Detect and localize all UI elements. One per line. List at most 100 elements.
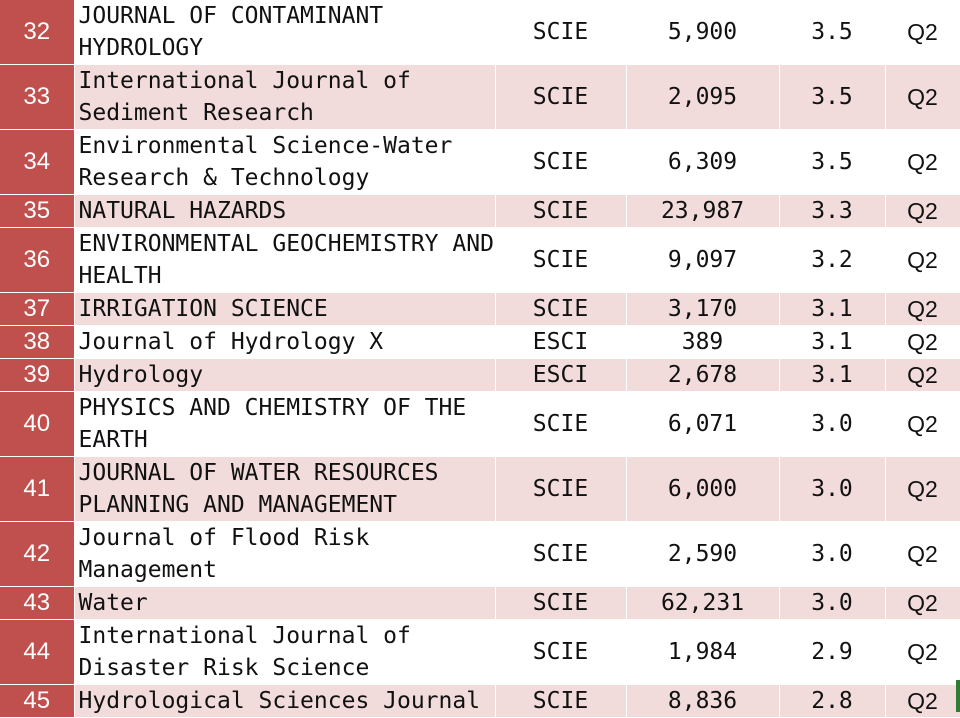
impact-factor: 3.1 [779,292,886,326]
rank-number: 45 [0,684,75,718]
index-type: SCIE [495,129,627,195]
rank-number: 41 [0,456,75,522]
journal-name: NATURAL HAZARDS [74,194,496,228]
rank-number: 36 [0,227,75,293]
journal-name: PHYSICS AND CHEMISTRY OF THE EARTH [74,391,496,457]
impact-factor: 3.5 [779,64,886,130]
edge-mark [956,680,960,712]
table-row: 41 JOURNAL OF WATER RESOURCES PLANNING A… [0,456,960,522]
journal-name: JOURNAL OF CONTAMINANT HYDROLOGY [74,0,496,65]
table-row: 38 Journal of Hydrology X ESCI 389 3.1 Q… [0,325,960,359]
index-type: SCIE [495,0,627,65]
quartile: Q2 [885,586,960,620]
index-type: SCIE [495,684,627,718]
index-type: SCIE [495,227,627,293]
impact-factor: 3.1 [779,325,886,359]
citation-count: 6,071 [626,391,780,457]
citation-count: 2,678 [626,358,780,392]
citation-count: 62,231 [626,586,780,620]
table-row: 33 International Journal of Sediment Res… [0,64,960,130]
rank-number: 39 [0,358,75,392]
index-type: SCIE [495,456,627,522]
rank-number: 32 [0,0,75,65]
journal-name: Hydrological Sciences Journal [74,684,496,718]
rank-number: 33 [0,64,75,130]
quartile: Q2 [885,129,960,195]
table-row: 45 Hydrological Sciences Journal SCIE 8,… [0,684,960,718]
index-type: SCIE [495,521,627,587]
quartile: Q2 [885,227,960,293]
index-type: SCIE [495,292,627,326]
quartile: Q2 [885,64,960,130]
journal-name: ENVIRONMENTAL GEOCHEMISTRY AND HEALTH [74,227,496,293]
journal-name: Journal of Hydrology X [74,325,496,359]
journal-name: Environmental Science-Water Research & T… [74,129,496,195]
index-type: ESCI [495,358,627,392]
citation-count: 2,590 [626,521,780,587]
quartile: Q2 [885,619,960,685]
impact-factor: 3.0 [779,521,886,587]
citation-count: 6,000 [626,456,780,522]
rank-number: 37 [0,292,75,326]
impact-factor: 3.0 [779,391,886,457]
journal-name: Hydrology [74,358,496,392]
table-row: 44 International Journal of Disaster Ris… [0,619,960,685]
citation-count: 2,095 [626,64,780,130]
journal-name: IRRIGATION SCIENCE [74,292,496,326]
journal-name: International Journal of Disaster Risk S… [74,619,496,685]
rank-number: 35 [0,194,75,228]
quartile: Q2 [885,521,960,587]
quartile: Q2 [885,684,960,718]
rank-number: 42 [0,521,75,587]
impact-factor: 3.0 [779,586,886,620]
impact-factor: 2.8 [779,684,886,718]
index-type: SCIE [495,64,627,130]
citation-count: 9,097 [626,227,780,293]
table-row: 36 ENVIRONMENTAL GEOCHEMISTRY AND HEALTH… [0,227,960,293]
journal-name: Water [74,586,496,620]
rank-number: 44 [0,619,75,685]
impact-factor: 3.5 [779,0,886,65]
rank-number: 38 [0,325,75,359]
table-row: 35 NATURAL HAZARDS SCIE 23,987 3.3 Q2 [0,194,960,228]
impact-factor: 2.9 [779,619,886,685]
table-row: 40 PHYSICS AND CHEMISTRY OF THE EARTH SC… [0,391,960,457]
index-type: SCIE [495,391,627,457]
impact-factor: 3.0 [779,456,886,522]
quartile: Q2 [885,358,960,392]
citation-count: 23,987 [626,194,780,228]
quartile: Q2 [885,194,960,228]
citation-count: 389 [626,325,780,359]
table-row: 39 Hydrology ESCI 2,678 3.1 Q2 [0,358,960,392]
index-type: SCIE [495,194,627,228]
rank-number: 43 [0,586,75,620]
impact-factor: 3.3 [779,194,886,228]
citation-count: 6,309 [626,129,780,195]
rank-number: 34 [0,129,75,195]
table-row: 37 IRRIGATION SCIENCE SCIE 3,170 3.1 Q2 [0,292,960,326]
impact-factor: 3.1 [779,358,886,392]
rank-number: 40 [0,391,75,457]
impact-factor: 3.2 [779,227,886,293]
citation-count: 3,170 [626,292,780,326]
journal-name: International Journal of Sediment Resear… [74,64,496,130]
index-type: ESCI [495,325,627,359]
citation-count: 1,984 [626,619,780,685]
citation-count: 5,900 [626,0,780,65]
table-row: 32 JOURNAL OF CONTAMINANT HYDROLOGY SCIE… [0,0,960,65]
impact-factor: 3.5 [779,129,886,195]
table-row: 42 Journal of Flood Risk Management SCIE… [0,521,960,587]
citation-count: 8,836 [626,684,780,718]
table-row: 43 Water SCIE 62,231 3.0 Q2 [0,586,960,620]
quartile: Q2 [885,325,960,359]
quartile: Q2 [885,391,960,457]
quartile: Q2 [885,292,960,326]
quartile: Q2 [885,0,960,65]
journal-name: JOURNAL OF WATER RESOURCES PLANNING AND … [74,456,496,522]
index-type: SCIE [495,619,627,685]
table-row: 34 Environmental Science-Water Research … [0,129,960,195]
journal-name: Journal of Flood Risk Management [74,521,496,587]
quartile: Q2 [885,456,960,522]
index-type: SCIE [495,586,627,620]
